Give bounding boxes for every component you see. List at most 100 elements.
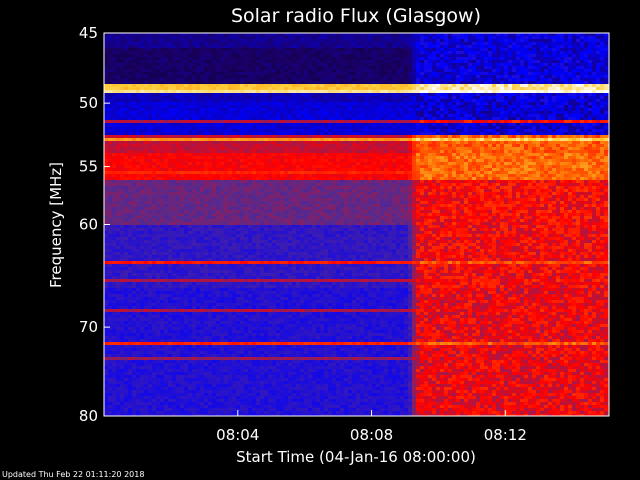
heatmap-cell xyxy=(584,84,589,88)
heatmap-cell xyxy=(232,99,237,103)
heatmap-cell xyxy=(548,141,553,145)
heatmap-cell xyxy=(244,39,249,43)
heatmap-cell xyxy=(488,84,493,88)
heatmap-cell xyxy=(148,45,153,49)
heatmap-cell xyxy=(236,33,241,37)
heatmap-cell xyxy=(308,63,313,67)
heatmap-cell xyxy=(136,72,141,76)
heatmap-cell xyxy=(220,99,225,103)
heatmap-cell xyxy=(408,132,413,136)
heatmap-cell xyxy=(456,54,461,58)
heatmap-cell xyxy=(184,48,189,52)
heatmap-cell xyxy=(504,135,509,139)
heatmap-cell xyxy=(184,96,189,100)
heatmap-cell xyxy=(600,108,605,112)
heatmap-cell xyxy=(280,36,285,40)
heatmap-cell xyxy=(120,54,125,58)
heatmap-cell xyxy=(524,51,529,55)
heatmap-cell xyxy=(436,45,441,49)
heatmap-cell xyxy=(540,33,545,37)
heatmap-cell xyxy=(500,126,505,130)
heatmap-cell xyxy=(176,81,181,85)
heatmap-cell xyxy=(516,39,521,43)
heatmap-cell xyxy=(176,51,181,55)
heatmap-cell xyxy=(224,57,229,61)
heatmap-cell xyxy=(376,147,381,151)
heatmap-cell xyxy=(600,147,605,151)
heatmap-cell xyxy=(448,75,453,79)
heatmap-cell xyxy=(456,45,461,49)
heatmap-cell xyxy=(248,33,253,37)
heatmap-cell xyxy=(104,51,109,55)
heatmap-cell xyxy=(508,93,513,97)
heatmap-cell xyxy=(368,66,373,70)
heatmap-cell xyxy=(104,45,109,49)
heatmap-cell xyxy=(184,141,189,145)
heatmap-cell xyxy=(468,108,473,112)
heatmap-cell xyxy=(184,33,189,37)
heatmap-cell xyxy=(188,147,193,151)
heatmap-cell xyxy=(332,132,337,136)
heatmap-cell xyxy=(372,138,377,142)
heatmap-cell xyxy=(428,54,433,58)
heatmap-cell xyxy=(288,78,293,82)
heatmap-cell xyxy=(388,114,393,118)
heatmap-cell xyxy=(380,87,385,91)
heatmap-cell xyxy=(480,123,485,127)
heatmap-cell xyxy=(116,144,121,148)
heatmap-cell xyxy=(452,111,457,115)
heatmap-cell xyxy=(136,96,141,100)
heatmap-cell xyxy=(356,57,361,61)
heatmap-cell xyxy=(344,60,349,64)
heatmap-cell xyxy=(244,81,249,85)
heatmap-cell xyxy=(340,72,345,76)
heatmap-cell xyxy=(380,51,385,55)
heatmap-cell xyxy=(220,141,225,145)
heatmap-cell xyxy=(276,93,281,97)
heatmap-cell xyxy=(360,114,365,118)
heatmap-cell xyxy=(368,84,373,88)
heatmap-cell xyxy=(148,129,153,133)
heatmap-cell xyxy=(236,75,241,79)
heatmap-cell xyxy=(508,39,513,43)
heatmap-cell xyxy=(504,96,509,100)
heatmap-cell xyxy=(348,111,353,115)
heatmap-cell xyxy=(160,144,165,148)
heatmap-cell xyxy=(584,102,589,106)
heatmap-cell xyxy=(224,84,229,88)
heatmap-cell xyxy=(248,60,253,64)
heatmap-cell xyxy=(596,96,601,100)
heatmap-cell xyxy=(604,108,609,112)
heatmap-cell xyxy=(304,135,309,139)
heatmap-cell xyxy=(132,90,137,94)
heatmap-cell xyxy=(488,117,493,121)
heatmap-cell xyxy=(372,69,377,73)
heatmap-cell xyxy=(180,150,185,154)
heatmap-cell xyxy=(444,87,449,91)
heatmap-cell xyxy=(344,144,349,148)
heatmap-cell xyxy=(244,123,249,127)
heatmap-cell xyxy=(156,144,161,148)
heatmap-cell xyxy=(312,117,317,121)
heatmap-cell xyxy=(356,120,361,124)
heatmap-cell xyxy=(288,66,293,70)
heatmap-cell xyxy=(368,33,373,37)
heatmap-cell xyxy=(416,129,421,133)
heatmap-cell xyxy=(272,51,277,55)
heatmap-cell xyxy=(300,117,305,121)
heatmap-cell xyxy=(252,36,257,40)
heatmap-cell xyxy=(272,123,277,127)
heatmap-cell xyxy=(500,141,505,145)
heatmap-cell xyxy=(508,99,513,103)
heatmap-cell xyxy=(432,81,437,85)
heatmap-cell xyxy=(584,93,589,97)
heatmap-cell xyxy=(300,123,305,127)
heatmap-cell xyxy=(496,42,501,46)
heatmap-cell xyxy=(172,66,177,70)
heatmap-cell xyxy=(344,141,349,145)
heatmap-cell xyxy=(236,39,241,43)
heatmap-cell xyxy=(524,48,529,52)
heatmap-cell xyxy=(564,102,569,106)
heatmap-cell xyxy=(328,63,333,67)
heatmap-cell xyxy=(300,99,305,103)
